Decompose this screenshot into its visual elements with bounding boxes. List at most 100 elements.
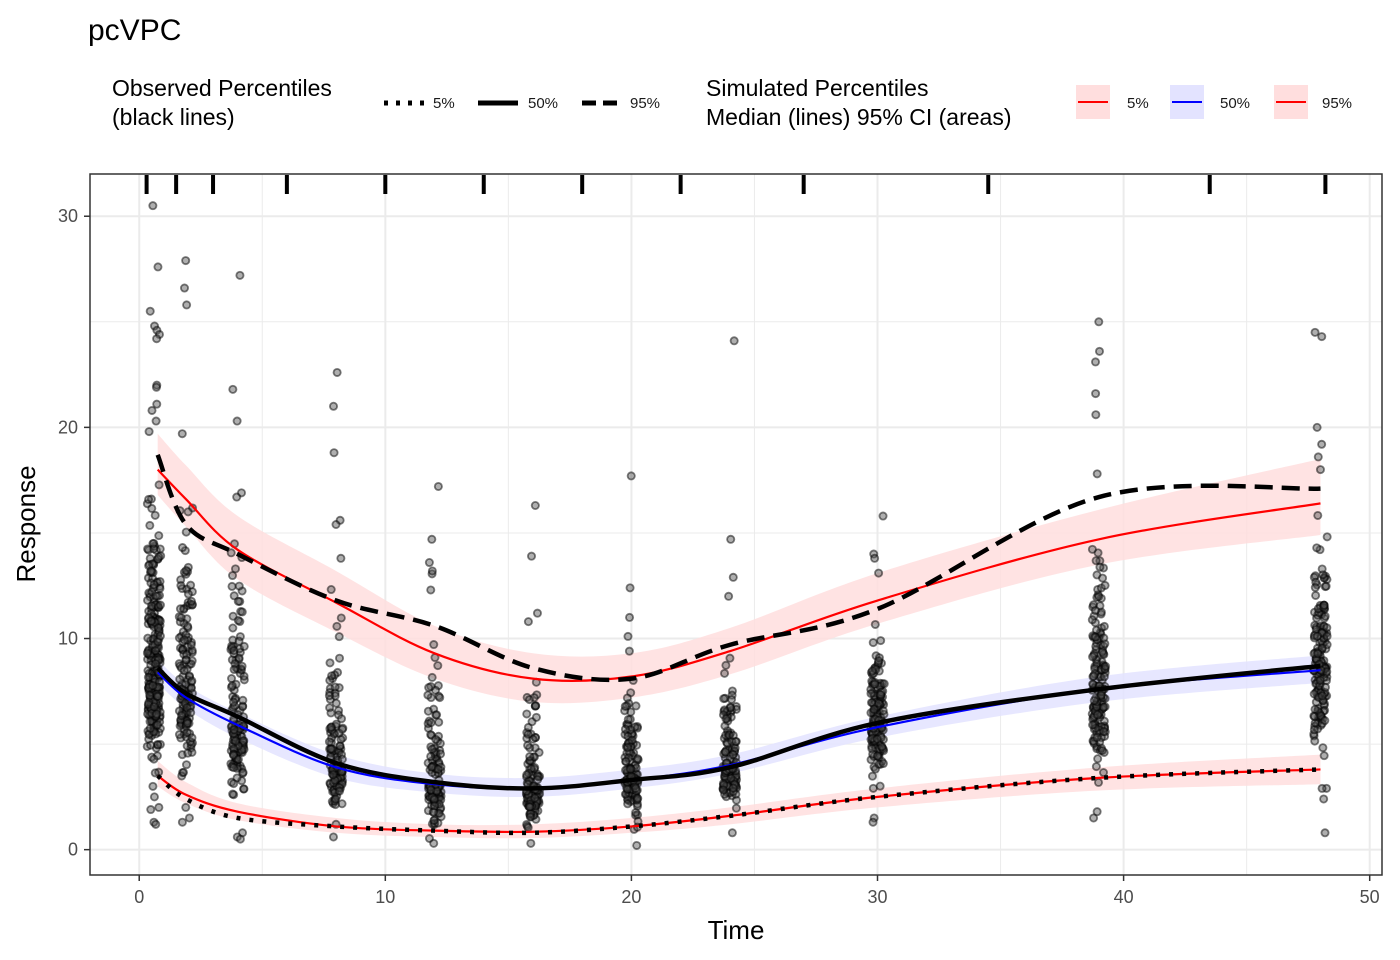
observed-point [1089, 696, 1099, 706]
observed-point [152, 399, 162, 409]
observed-point [728, 572, 738, 582]
observed-point [143, 672, 153, 682]
observed-point [332, 367, 342, 377]
observed-point [1322, 623, 1332, 633]
legend-simulated: Simulated Percentiles Median (lines) 95%… [706, 75, 1352, 130]
sim-ci-area-p5 [157, 754, 1321, 839]
legend-observed-label-p95: 95% [630, 95, 660, 112]
observed-point [874, 656, 884, 666]
observed-point [183, 748, 193, 758]
observed-point [868, 638, 878, 648]
y-tick-label: 20 [58, 417, 78, 437]
observed-point [1087, 544, 1097, 554]
observed-point [183, 507, 193, 517]
observed-point [867, 666, 877, 676]
observed-point [424, 558, 434, 568]
observed-point [424, 683, 434, 693]
observed-point [177, 817, 187, 827]
x-tick-label: 0 [134, 887, 144, 907]
observed-point [179, 635, 189, 645]
observed-point [427, 534, 437, 544]
observed-point [731, 803, 741, 813]
observed-point [1310, 704, 1320, 714]
observed-point [239, 641, 249, 651]
observed-point [1319, 751, 1329, 761]
observed-point [631, 808, 641, 818]
observed-point [153, 720, 163, 730]
observed-point [1092, 733, 1102, 743]
observed-point [1310, 583, 1320, 593]
observed-point [522, 770, 532, 780]
observed-point [179, 767, 189, 777]
observed-point [1311, 590, 1321, 600]
legend-observed-title-line-1: Observed Percentiles [112, 75, 332, 101]
sim-median-line-p5 [157, 768, 1321, 834]
observed-point [186, 596, 196, 606]
observed-point [427, 744, 437, 754]
observed-point [1090, 632, 1100, 642]
observed-point [431, 734, 441, 744]
observed-point [1087, 615, 1097, 625]
observed-point [145, 306, 155, 316]
observed-point [1317, 439, 1327, 449]
observed-point [153, 623, 163, 633]
observed-point [228, 623, 238, 633]
y-tick-label: 10 [58, 629, 78, 649]
observed-point [525, 812, 535, 822]
sim-ci-area-p50 [157, 655, 1321, 798]
observed-point [427, 672, 437, 682]
observed-point [878, 706, 888, 716]
y-tick-label: 30 [58, 206, 78, 226]
observed-point [1319, 794, 1329, 804]
observed-point [435, 693, 445, 703]
observed-point [523, 729, 533, 739]
observed-point [729, 336, 739, 346]
observed-point [1317, 783, 1327, 793]
observed-point [1313, 510, 1323, 520]
observed-point [1095, 562, 1105, 572]
observed-point [229, 646, 239, 656]
observed-point [186, 683, 196, 693]
observed-point [1099, 633, 1109, 643]
observed-point [154, 552, 164, 562]
observed-point [874, 568, 884, 578]
x-tick-label: 10 [375, 887, 395, 907]
observed-point [187, 676, 197, 686]
observed-point [154, 480, 164, 490]
observed-point [872, 734, 882, 744]
observed-point [145, 723, 155, 733]
observed-point [720, 668, 730, 678]
observed-point [433, 481, 443, 491]
observed-point [726, 534, 736, 544]
observed-point [631, 701, 641, 711]
observed-point [1091, 357, 1101, 367]
observed-point [337, 754, 347, 764]
observed-point [1091, 762, 1101, 772]
observed-point [151, 646, 161, 656]
observed-point [149, 544, 159, 554]
legend-observed: Observed Percentiles (black lines) 5% 50… [112, 75, 660, 130]
observed-point [324, 737, 334, 747]
legend-observed-label-p5: 5% [433, 95, 455, 112]
observed-point [1091, 389, 1101, 399]
observed-point [229, 725, 239, 735]
observed-point [1320, 716, 1330, 726]
observed-point [625, 764, 635, 774]
observed-point [632, 840, 642, 850]
observed-point [1318, 743, 1328, 753]
sim-ci-area-p95 [157, 433, 1321, 704]
legend-observed-label-p50: 50% [528, 95, 558, 112]
observed-point [229, 763, 239, 773]
observed-point [427, 566, 437, 576]
observed-point [718, 785, 728, 795]
observed-point [525, 802, 535, 812]
observed-point [1093, 754, 1103, 764]
observed-point [144, 494, 154, 504]
observed-point [228, 384, 238, 394]
observed-percentile-lines [155, 453, 1321, 836]
observed-points [142, 201, 1332, 850]
observed-point [522, 709, 532, 719]
observed-point [148, 201, 158, 211]
observed-point [143, 544, 153, 554]
observed-point [1099, 621, 1109, 631]
